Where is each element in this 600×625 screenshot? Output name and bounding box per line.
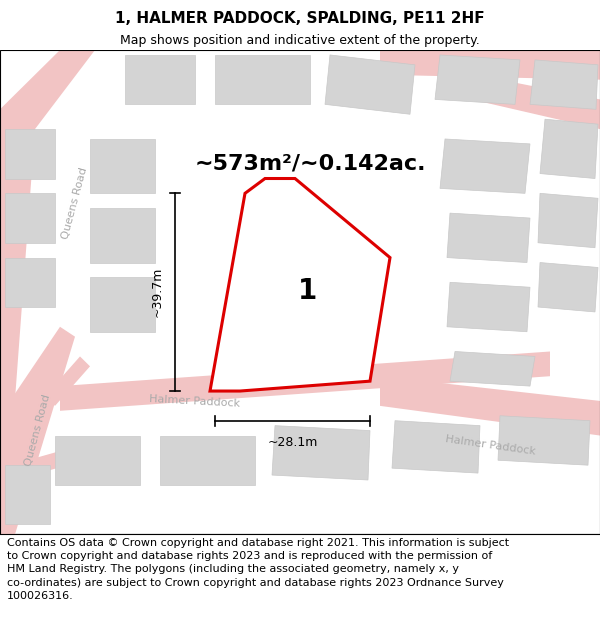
Polygon shape xyxy=(325,55,415,114)
Text: 1, HALMER PADDOCK, SPALDING, PE11 2HF: 1, HALMER PADDOCK, SPALDING, PE11 2HF xyxy=(115,11,485,26)
Polygon shape xyxy=(10,446,85,480)
Polygon shape xyxy=(5,129,55,179)
Polygon shape xyxy=(450,70,600,129)
Text: ~39.7m: ~39.7m xyxy=(151,267,163,318)
Polygon shape xyxy=(60,351,550,411)
Text: ~28.1m: ~28.1m xyxy=(268,436,317,449)
Polygon shape xyxy=(5,258,55,307)
Polygon shape xyxy=(5,465,50,524)
Polygon shape xyxy=(45,356,90,406)
Polygon shape xyxy=(538,193,598,248)
Polygon shape xyxy=(0,327,75,534)
Polygon shape xyxy=(538,262,598,312)
Polygon shape xyxy=(498,416,590,465)
Polygon shape xyxy=(440,139,530,193)
Polygon shape xyxy=(530,60,598,109)
Text: Contains OS data © Crown copyright and database right 2021. This information is : Contains OS data © Crown copyright and d… xyxy=(7,538,509,601)
Text: Queens Road: Queens Road xyxy=(23,394,52,468)
Text: Halmer Paddock: Halmer Paddock xyxy=(149,394,241,408)
Polygon shape xyxy=(272,426,370,480)
Polygon shape xyxy=(447,282,530,332)
Polygon shape xyxy=(380,376,600,436)
Polygon shape xyxy=(125,55,195,104)
Text: Queens Road: Queens Road xyxy=(61,166,89,240)
Polygon shape xyxy=(215,55,310,104)
Polygon shape xyxy=(435,55,520,104)
Text: Halmer Paddock: Halmer Paddock xyxy=(444,434,536,457)
Polygon shape xyxy=(210,179,390,391)
Text: Map shows position and indicative extent of the property.: Map shows position and indicative extent… xyxy=(120,34,480,47)
Polygon shape xyxy=(392,421,480,473)
Polygon shape xyxy=(540,119,598,179)
Polygon shape xyxy=(90,208,155,262)
Text: ~573m²/~0.142ac.: ~573m²/~0.142ac. xyxy=(194,154,426,174)
Polygon shape xyxy=(0,50,95,534)
Polygon shape xyxy=(5,193,55,242)
Polygon shape xyxy=(450,351,535,386)
Polygon shape xyxy=(90,139,155,193)
Polygon shape xyxy=(160,436,255,485)
Polygon shape xyxy=(447,213,530,262)
Polygon shape xyxy=(380,50,600,79)
Polygon shape xyxy=(55,436,140,485)
Polygon shape xyxy=(90,278,155,332)
Text: 1: 1 xyxy=(298,278,317,306)
